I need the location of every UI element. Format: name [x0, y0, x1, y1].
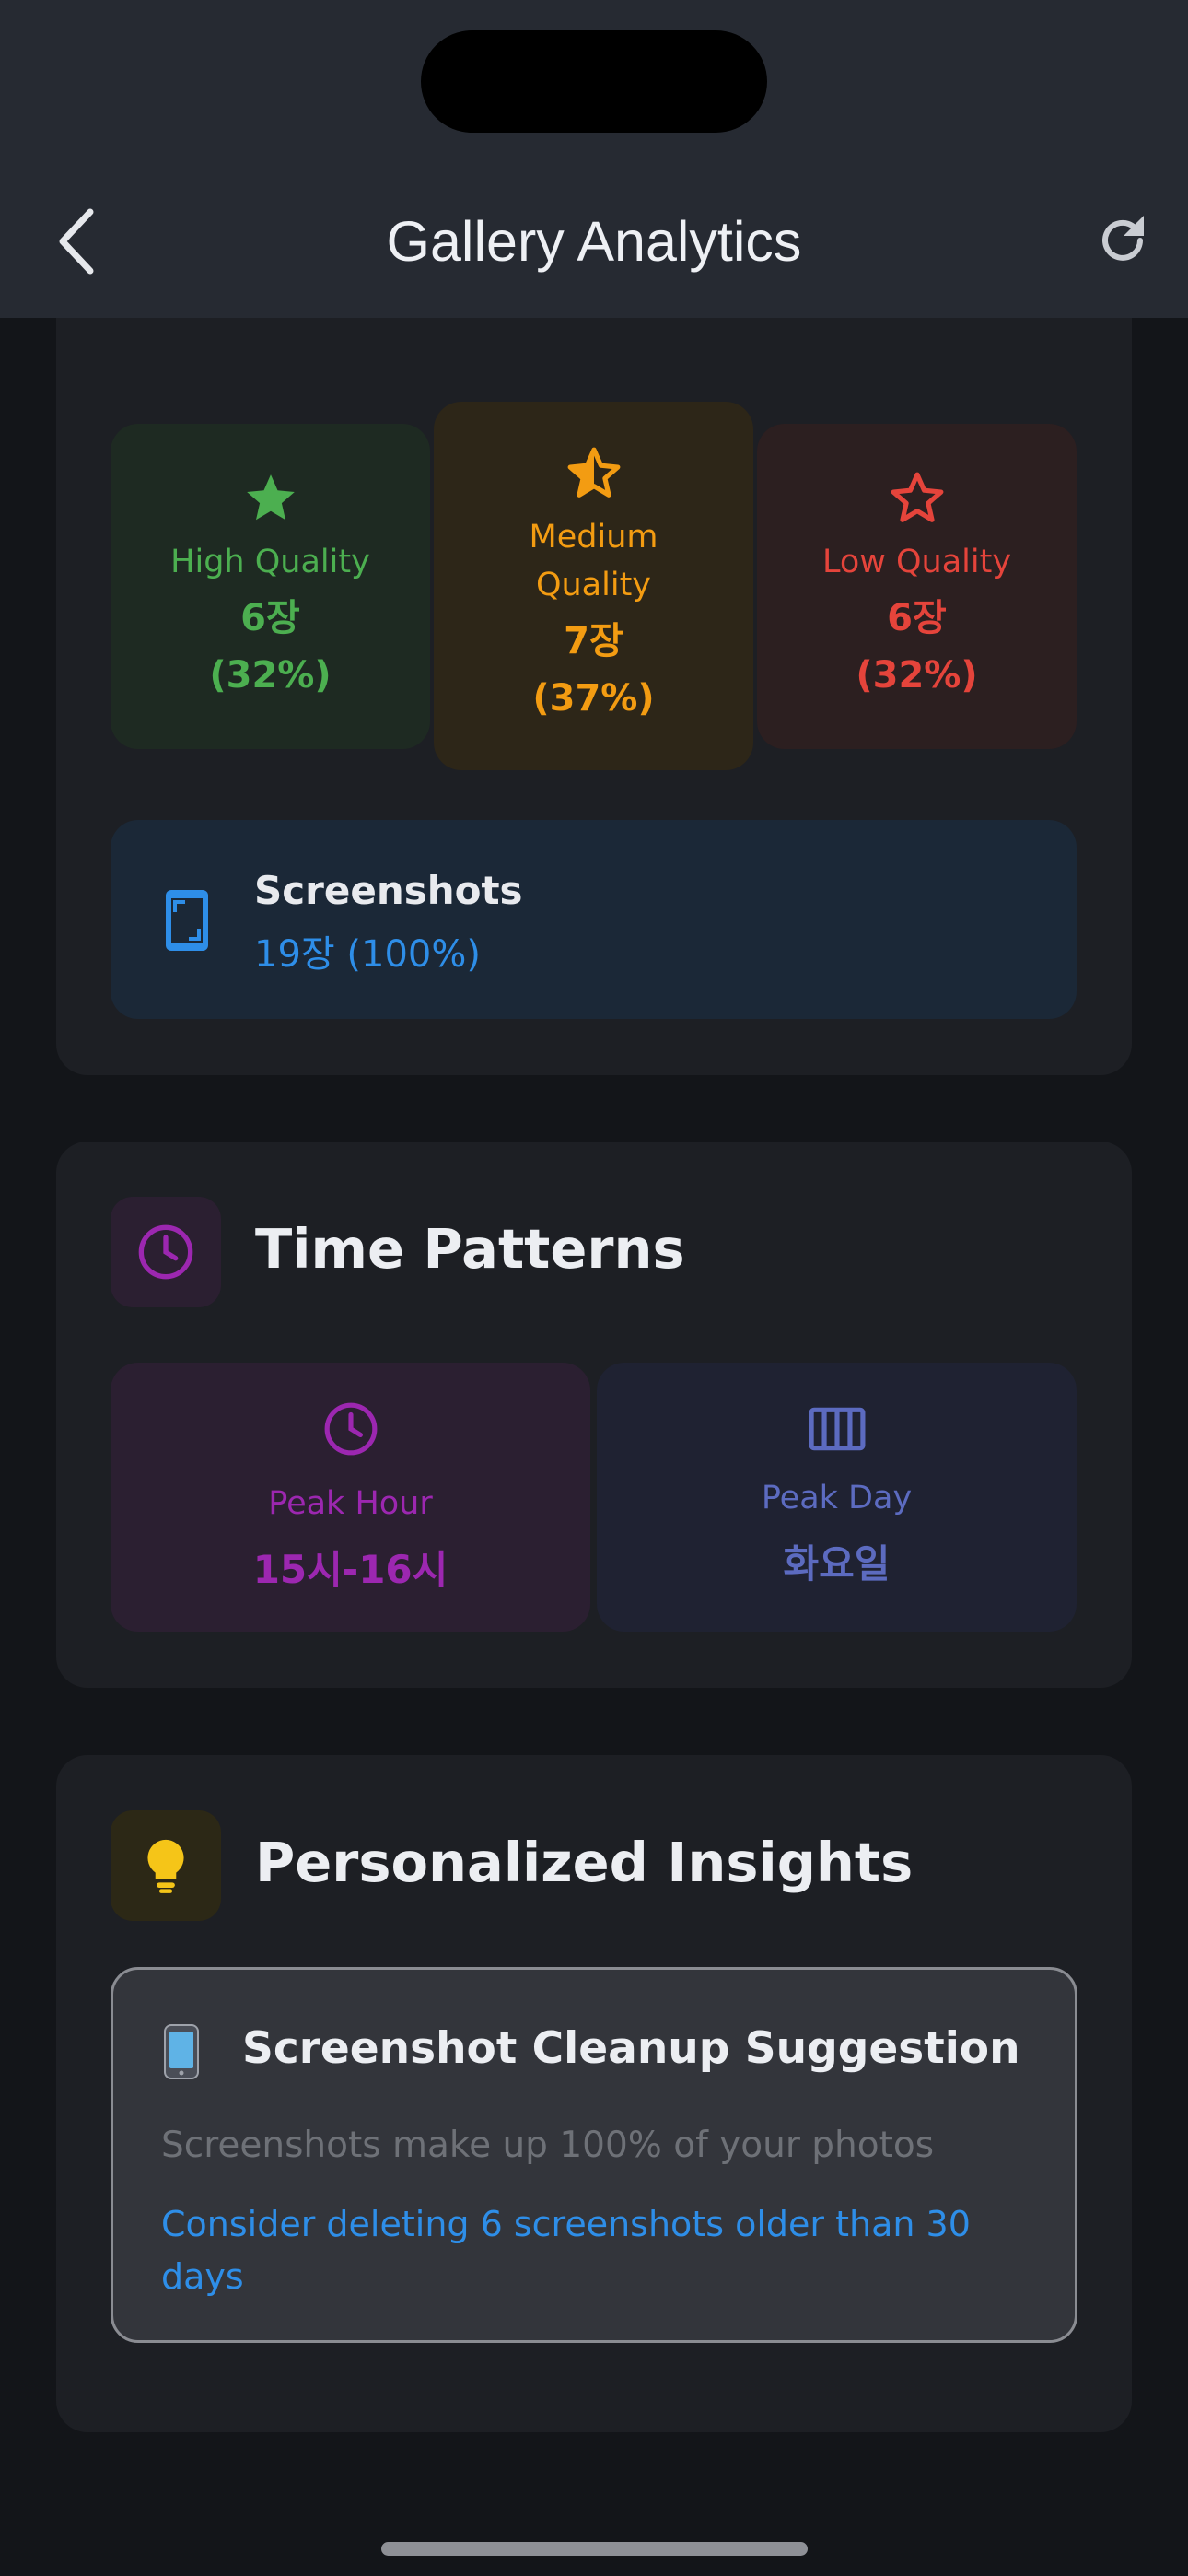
insight-action-link[interactable]: Consider deleting 6 screenshots older th… [161, 2204, 971, 2297]
medium-quality-count: 7장 [564, 620, 623, 662]
screenshots-value: 19장 (100%) [254, 933, 481, 976]
medium-quality-label: Medium Quality [529, 519, 658, 603]
screenshots-title: Screenshots [254, 868, 523, 913]
medium-quality-percent: (37%) [532, 677, 655, 720]
insight-description: Screenshots make up 100% of your photos [161, 2125, 935, 2166]
insights-icon-box [111, 1810, 221, 1921]
back-chevron-icon[interactable] [48, 205, 109, 278]
calendar-view-week-icon [809, 1407, 865, 1450]
peak-day-value: 화요일 [783, 1540, 891, 1587]
time-patterns-card: Time Patterns Peak Hour 15시-16시 Peak Day… [56, 1142, 1132, 1688]
quality-card: High Quality 6장 (32%) Medium Quality 7장 … [56, 182, 1132, 1075]
star-filled-icon [246, 474, 295, 520]
refresh-icon[interactable] [1092, 210, 1153, 271]
nav-header: Gallery Analytics [0, 0, 1188, 318]
high-quality-count: 6장 [240, 596, 300, 639]
page-title: Gallery Analytics [386, 210, 802, 273]
peak-day-label: Peak Day [761, 1479, 913, 1516]
high-quality-percent: (32%) [209, 653, 332, 697]
phone-screenshot-icon [166, 890, 208, 951]
mobile-phone-icon [164, 2024, 199, 2079]
lightbulb-icon [147, 1839, 184, 1893]
time-patterns-title: Time Patterns [255, 1217, 685, 1281]
peak-day-tile[interactable]: Peak Day 화요일 [597, 1363, 1077, 1632]
low-quality-count: 6장 [887, 596, 947, 639]
insights-card: Personalized Insights Screenshot Cleanup… [56, 1755, 1132, 2432]
star-half-icon [567, 447, 620, 498]
screenshots-summary[interactable]: Screenshots 19장 (100%) [111, 820, 1077, 1019]
clock-icon [324, 1402, 377, 1455]
peak-hour-value: 15시-16시 [252, 1546, 448, 1592]
star-outline-icon [891, 472, 943, 522]
low-quality-tile[interactable]: Low Quality 6장 (32%) [757, 424, 1077, 749]
insights-title: Personalized Insights [255, 1831, 914, 1894]
low-quality-label: Low Quality [821, 543, 1012, 580]
insight-suggestion-card[interactable]: Screenshot Cleanup Suggestion Screenshot… [111, 1967, 1077, 2343]
time-patterns-icon-box [111, 1197, 221, 1307]
peak-hour-label: Peak Hour [268, 1484, 433, 1522]
medium-quality-tile[interactable]: Medium Quality 7장 (37%) [434, 402, 753, 770]
high-quality-tile[interactable]: High Quality 6장 (32%) [111, 424, 430, 749]
peak-hour-tile[interactable]: Peak Hour 15시-16시 [111, 1363, 590, 1632]
low-quality-percent: (32%) [856, 653, 978, 697]
high-quality-label: High Quality [170, 543, 370, 580]
dynamic-island [421, 30, 767, 133]
insight-title: Screenshot Cleanup Suggestion [242, 2023, 1020, 2074]
home-indicator[interactable] [381, 2542, 808, 2556]
clock-icon [138, 1224, 193, 1280]
